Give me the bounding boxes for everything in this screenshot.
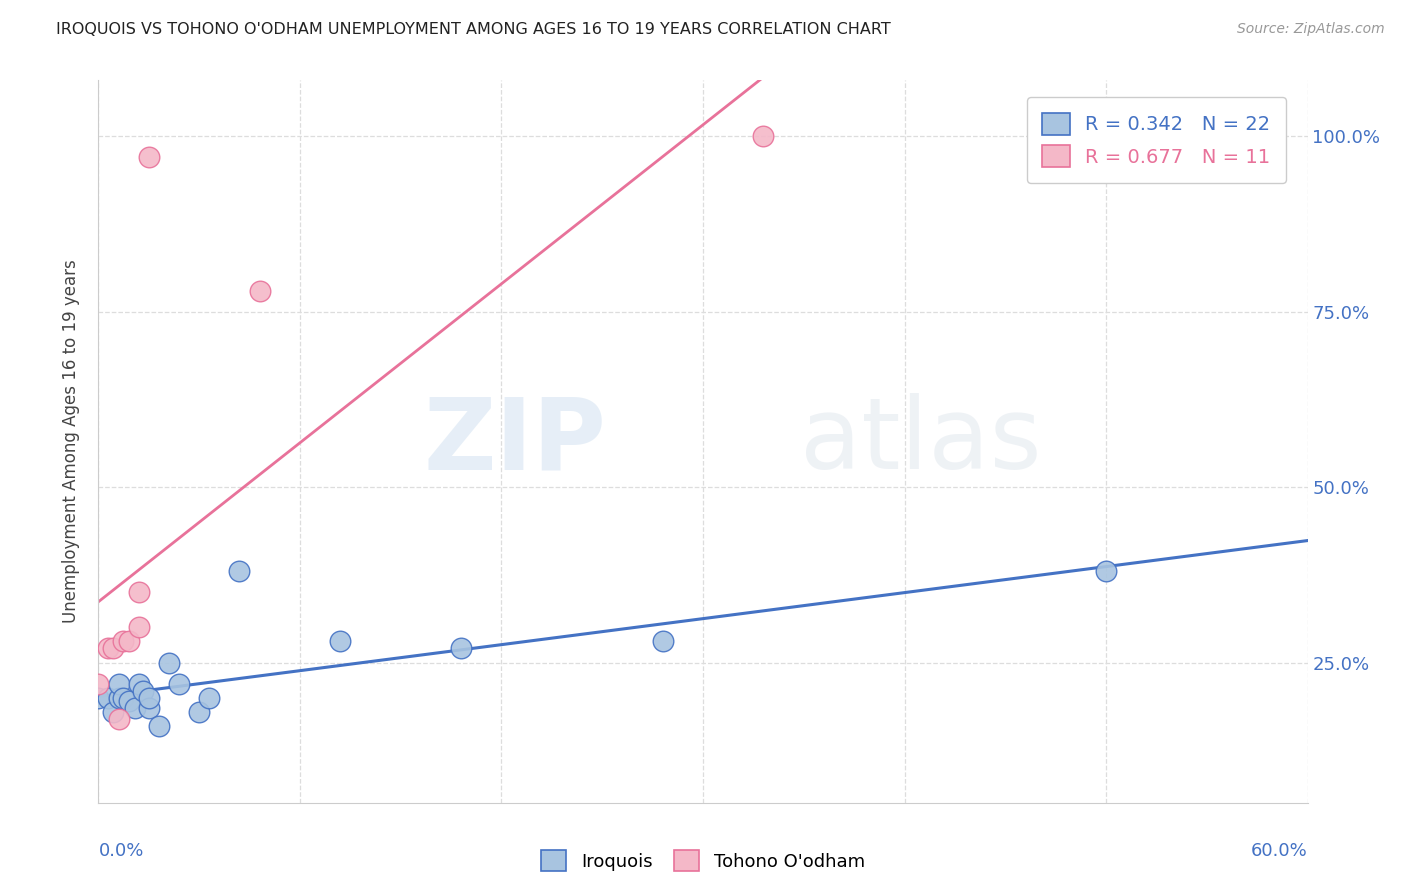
Point — [450, 641, 472, 656]
Legend: R = 0.342   N = 22, R = 0.677   N = 11: R = 0.342 N = 22, R = 0.677 N = 11 — [1026, 97, 1285, 183]
Point — [97, 690, 120, 705]
Point — [107, 712, 129, 726]
Point — [101, 705, 124, 719]
Point — [118, 634, 141, 648]
Point — [167, 676, 190, 690]
Point — [752, 129, 775, 144]
Point — [107, 676, 129, 690]
Point — [198, 690, 221, 705]
Point — [124, 701, 146, 715]
Point — [188, 705, 211, 719]
Point — [97, 641, 120, 656]
Point — [138, 151, 160, 165]
Text: ZIP: ZIP — [423, 393, 606, 490]
Point — [329, 634, 352, 648]
Point — [111, 634, 134, 648]
Text: 60.0%: 60.0% — [1251, 842, 1308, 860]
Text: IROQUOIS VS TOHONO O'ODHAM UNEMPLOYMENT AMONG AGES 16 TO 19 YEARS CORRELATION CH: IROQUOIS VS TOHONO O'ODHAM UNEMPLOYMENT … — [56, 22, 891, 37]
Legend: Iroquois, Tohono O'odham: Iroquois, Tohono O'odham — [534, 843, 872, 879]
Point — [651, 634, 673, 648]
Point — [128, 585, 150, 599]
Point — [228, 564, 250, 578]
Point — [118, 694, 141, 708]
Point — [138, 701, 160, 715]
Point — [132, 683, 155, 698]
Point — [138, 690, 160, 705]
Point — [157, 656, 180, 670]
Point — [87, 676, 110, 690]
Point — [107, 690, 129, 705]
Point — [249, 284, 271, 298]
Text: Source: ZipAtlas.com: Source: ZipAtlas.com — [1237, 22, 1385, 37]
Point — [87, 690, 110, 705]
Text: atlas: atlas — [800, 393, 1042, 490]
Text: 0.0%: 0.0% — [98, 842, 143, 860]
Point — [101, 641, 124, 656]
Point — [148, 718, 170, 732]
Point — [128, 620, 150, 634]
Point — [111, 690, 134, 705]
Point — [1095, 564, 1118, 578]
Y-axis label: Unemployment Among Ages 16 to 19 years: Unemployment Among Ages 16 to 19 years — [62, 260, 80, 624]
Point — [128, 676, 150, 690]
